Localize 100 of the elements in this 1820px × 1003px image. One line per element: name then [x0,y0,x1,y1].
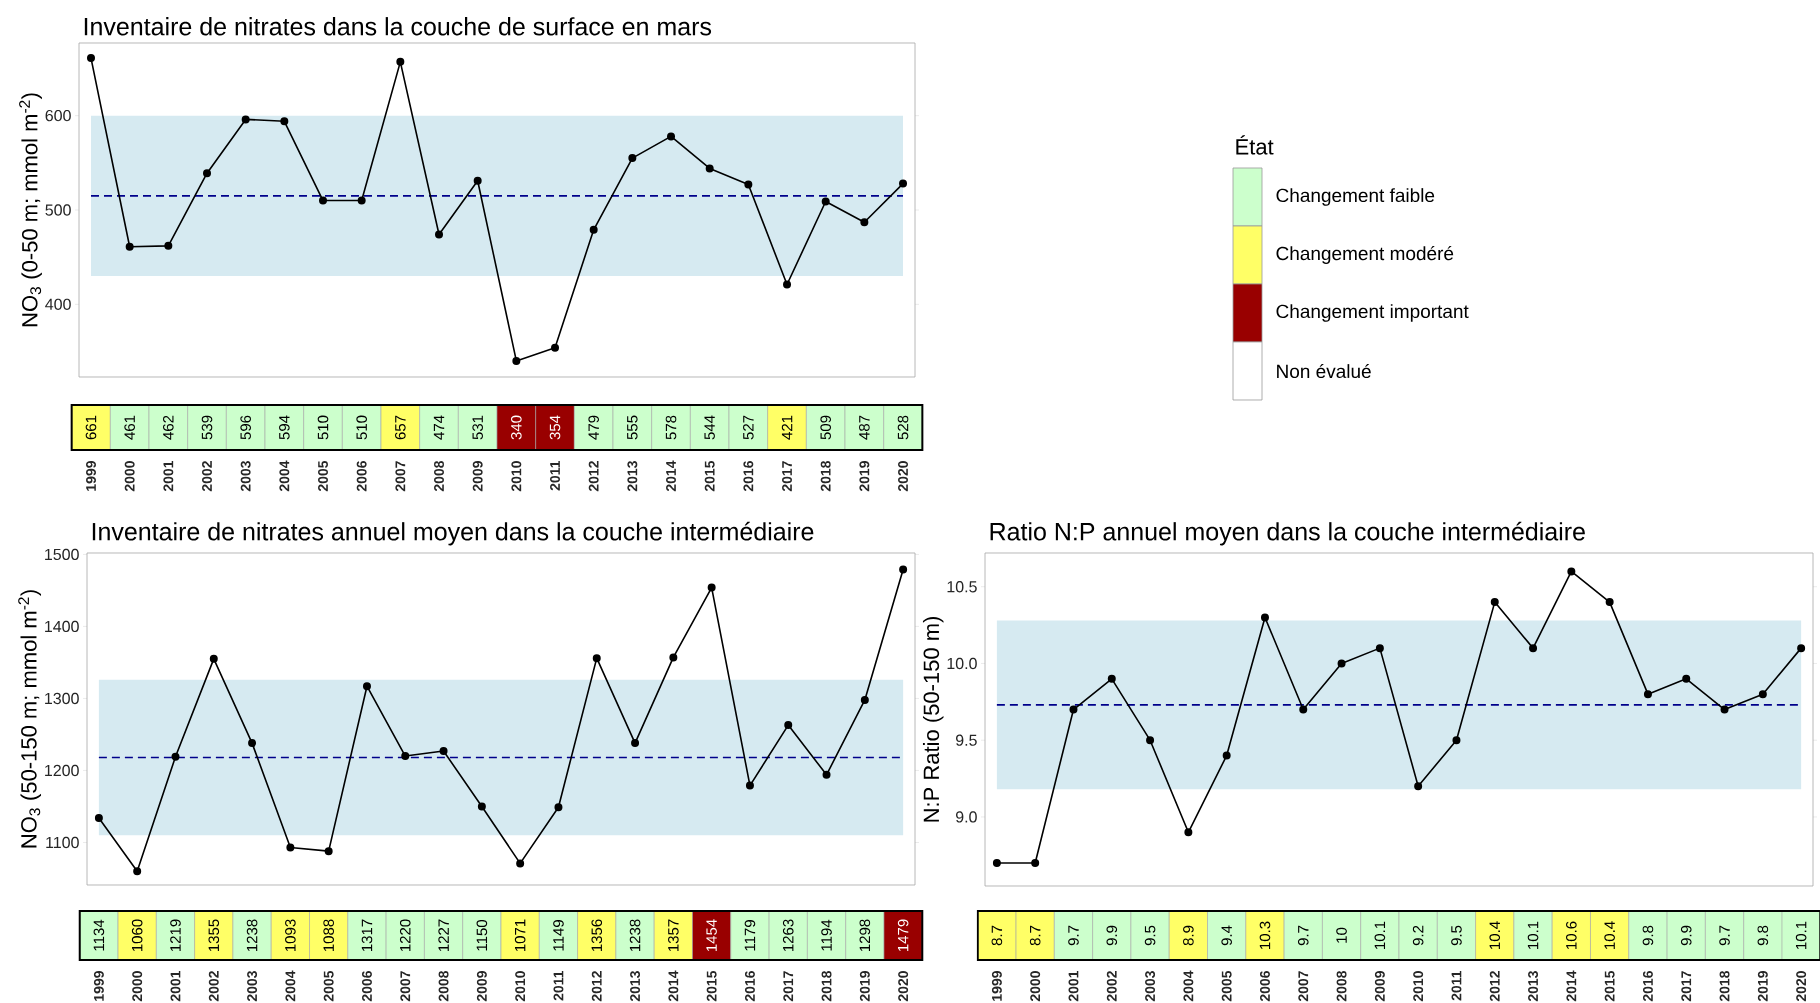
x-tick-label: 2014 [668,970,679,1002]
data-label: 8.7 [1029,925,1041,946]
data-label: 421 [781,415,793,440]
x-tick-label: 2020 [898,971,909,1002]
x-tick-label: 2013 [1528,971,1539,1002]
x-tick-label: 2004 [1183,970,1194,1002]
data-label: 1355 [208,919,220,952]
data-label: 509 [820,415,831,440]
data-label: 461 [124,415,135,440]
data-label: 8.9 [1183,925,1194,946]
data-label: 555 [627,415,638,440]
x-tick-label: 2007 [400,971,411,1002]
data-label: 1357 [668,919,679,952]
x-tick-label: 2018 [820,460,831,492]
data-label: 657 [395,415,406,440]
data-label: 594 [279,415,290,440]
x-tick-label: 2002 [1106,971,1117,1002]
x-tick-label: 2001 [170,970,181,1002]
data-label: 9.7 [1297,925,1309,946]
data-label: 1194 [821,919,832,951]
data-label: 479 [588,415,599,440]
x-tick-label: 2007 [1298,971,1309,1002]
data-label: 9.9 [1680,925,1692,946]
x-tick-label: 2020 [898,461,908,492]
data-label: 1071 [514,919,526,952]
data-label: 1134 [93,919,105,951]
data-label: 1227 [438,919,449,952]
data-label: 9.7 [1068,925,1079,946]
data-label: 10.1 [1527,921,1539,949]
x-tick-label: 1999 [93,971,104,1001]
data-label: 531 [472,415,483,440]
x-tick-label: 2006 [1260,971,1270,1002]
data-label: 1479 [897,919,909,952]
x-tick-label: 2012 [591,971,602,1002]
x-tick-label: 2016 [744,971,755,1002]
data-label: 354 [549,415,561,440]
y-tick-label: 600 [45,109,71,122]
x-tick-label: 2014 [666,460,676,492]
category-label: Changement modéré [1276,246,1454,264]
x-tick-label: 2010 [511,461,522,492]
data-label: 487 [859,415,870,440]
data-label: 9.2 [1412,925,1424,946]
x-tick-label: 2017 [1681,971,1692,1002]
x-tick-label: 2018 [821,970,832,1002]
data-label: 527 [743,415,754,440]
data-label: 9.8 [1642,925,1654,946]
x-tick-label: 2001 [1068,970,1079,1002]
data-label: 1220 [399,919,411,952]
data-label: 1149 [553,920,564,951]
x-tick-label: 2018 [1719,970,1730,1002]
data-label: 510 [356,415,367,440]
y-tick-label: 1300 [45,692,79,705]
data-label: 578 [665,415,677,440]
data-label: 10.1 [1374,921,1386,949]
data-label: 474 [433,415,445,440]
x-tick-label: 2005 [323,970,334,1002]
legend-title: État [1236,135,1274,155]
y-axis-title: NO$_{3}$ (50-150 m; mmol m$^{-2}$) [18,590,42,848]
data-label: 1238 [246,919,258,952]
x-tick-label: 2000 [124,461,135,492]
x-tick-label: 2013 [627,461,638,492]
data-label: 10.4 [1604,921,1615,949]
data-label: 10.4 [1489,921,1501,949]
x-tick-label: 2010 [1413,971,1424,1002]
x-tick-label: 2009 [472,461,483,492]
category-label: Changement faible [1276,188,1435,206]
data-label: 10.3 [1259,921,1271,949]
data-label: 1219 [170,919,181,952]
x-tick-label: 2000 [132,971,143,1002]
data-label: 340 [511,415,522,440]
y-axis-title: N:P Ratio (50-150 m) [922,616,944,822]
chart-title: Inventaire de nitrates annuel moyen dans la couche intermédiaire [92,521,814,546]
x-tick-label: 2017 [783,971,794,1002]
data-label: 8.7 [991,925,1003,946]
data-label: 1088 [323,919,334,952]
y-tick-label: 1400 [45,620,79,633]
x-tick-label: 2009 [1374,971,1385,1002]
x-tick-label: 2005 [318,460,328,492]
data-label: 10 [1336,927,1347,943]
x-tick-label: 2019 [1757,971,1768,1002]
x-tick-label: 2003 [1145,971,1156,1002]
data-label: 9.5 [1144,925,1156,946]
y-tick-label: 1200 [45,764,79,777]
y-tick-label: 500 [45,204,71,216]
x-tick-label: 2004 [279,460,290,492]
x-tick-label: 2003 [240,461,251,492]
x-tick-label: 2019 [859,461,870,492]
x-tick-label: 1999 [86,461,96,491]
y-tick-label: 9.0 [955,811,977,823]
x-tick-label: 2020 [1796,971,1807,1002]
y-tick-label: 400 [45,298,71,310]
x-tick-label: 2016 [1642,971,1653,1002]
data-label: 9.4 [1221,925,1232,946]
x-tick-label: 2000 [1030,971,1041,1002]
x-tick-label: 2003 [247,971,258,1002]
data-label: 596 [240,415,251,440]
x-tick-label: 2014 [1566,970,1577,1002]
x-tick-label: 2015 [706,970,717,1002]
x-tick-label: 2015 [1604,970,1615,1002]
x-tick-label: 2002 [202,461,212,492]
